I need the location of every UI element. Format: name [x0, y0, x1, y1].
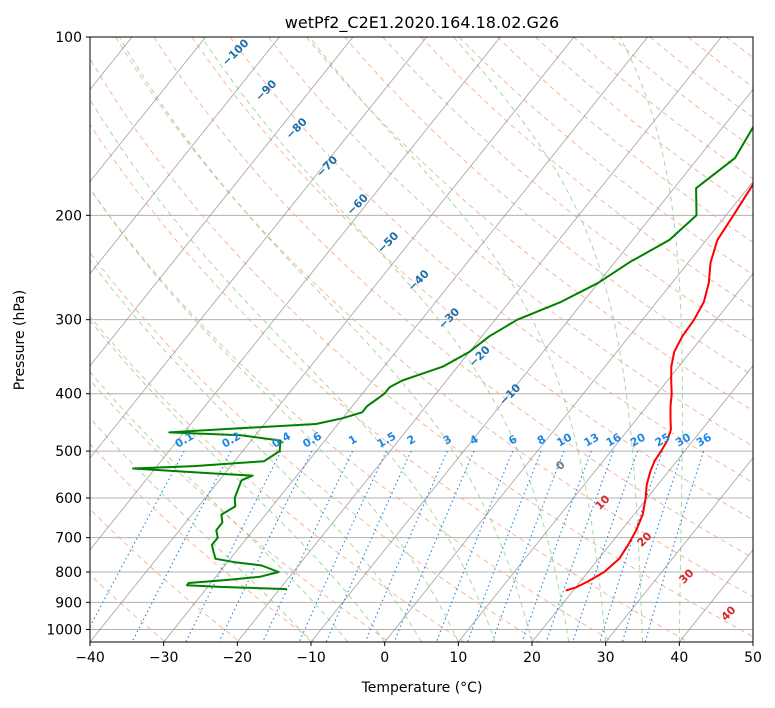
isotherm-line: [458, 273, 753, 642]
y-tick-label: 300: [55, 313, 82, 329]
isotherm-line: [90, 37, 206, 183]
mixing-ratio-line: [644, 450, 705, 642]
x-axis-ticks: −40 −30 −20 −10 0 10 20 30 40 50: [75, 642, 762, 666]
dry-adiabat-line: [344, 37, 753, 377]
isotherm-line: [384, 180, 753, 642]
y-tick-label: 500: [55, 444, 82, 460]
x-tick-label: 10: [449, 650, 467, 666]
dry-adiabat-line: [90, 379, 390, 642]
x-tick-label: −20: [223, 650, 253, 666]
dry-adiabat-line: [90, 188, 614, 642]
dry-adiabat-line: [90, 57, 753, 638]
x-tick-label: 50: [744, 650, 762, 666]
moist-adiabat-line: [90, 187, 459, 642]
mixing-ratio-lines: [90, 450, 705, 642]
dry-adiabat-line: [420, 37, 753, 309]
profile-series: [132, 125, 753, 592]
dry-adiabat-line: [90, 315, 465, 642]
x-tick-label: 30: [597, 650, 615, 666]
y-tick-label: 700: [55, 531, 82, 547]
isotherm-line: [310, 88, 753, 642]
chart-title: wetPf2_C2E1.2020.164.18.02.G26: [285, 13, 559, 33]
y-tick-label: 600: [55, 491, 82, 507]
temperature-profile-line: [565, 182, 753, 592]
dry-adiabat-line: [90, 123, 689, 642]
mixing-ratio-line: [90, 450, 185, 628]
dry-adiabats: [90, 37, 753, 642]
y-tick-label: 900: [55, 595, 82, 611]
mixing-ratio-line: [185, 450, 282, 642]
mixing-ratio-line: [262, 450, 353, 642]
isotherm-line: [605, 457, 753, 642]
isotherm-line: [90, 37, 501, 551]
dewpoint-profile-line: [132, 125, 753, 591]
moist-adiabat-line: [309, 37, 607, 642]
isotherm-line: [90, 37, 280, 275]
y-tick-label: 100: [55, 30, 82, 46]
mixing-ratio-line: [435, 450, 514, 642]
x-tick-label: −10: [296, 650, 326, 666]
moist-adiabats: [90, 37, 683, 642]
mixing-ratio-line: [393, 450, 475, 642]
dry-adiabat-line: [267, 37, 753, 447]
moist-adiabat-line: [90, 371, 349, 642]
moist-adiabat-line: [90, 319, 386, 642]
x-tick-label: 0: [380, 650, 389, 666]
x-axis-label: Temperature (°C): [361, 680, 483, 696]
moist-adiabat-line: [118, 37, 533, 642]
y-tick-label: 800: [55, 565, 82, 581]
mixing-ratio-line: [491, 450, 565, 642]
moist-adiabat-line: [90, 259, 422, 642]
x-tick-label: 40: [670, 650, 688, 666]
x-tick-label: 20: [523, 650, 541, 666]
isotherm-line: [90, 37, 575, 642]
x-tick-label: −40: [75, 650, 105, 666]
isotherm-line: [163, 37, 648, 642]
moist-adiabat-line: [453, 37, 643, 642]
x-tick-label: −30: [149, 650, 179, 666]
isotherm-line: [531, 365, 753, 642]
mixing-ratio-line: [621, 450, 684, 642]
y-tick-label: 200: [55, 208, 82, 224]
plot-frame: [89, 36, 754, 643]
dry-adiabat-line: [90, 252, 540, 642]
mixing-ratio-line: [131, 450, 232, 642]
y-axis-label: Pressure (hPa): [12, 290, 28, 390]
moist-adiabat-line: [619, 37, 683, 642]
y-tick-label: 400: [55, 387, 82, 403]
isotherms: [90, 37, 753, 642]
isotherm-line: [237, 37, 722, 642]
mixing-ratio-line: [521, 450, 592, 642]
moist-adiabat-line: [90, 98, 496, 642]
isotherm-line: [90, 37, 354, 367]
y-tick-label: 1000: [46, 622, 82, 638]
isotherm-line: [90, 37, 427, 459]
dry-adiabat-line: [382, 37, 753, 343]
mixing-ratio-line: [572, 450, 639, 642]
y-axis-ticks: 100 200 300 400 500 600 700 800 900 1000: [46, 30, 90, 638]
mixing-ratio-line: [599, 450, 663, 642]
dry-adiabat-line: [306, 37, 753, 412]
mixing-ratio-line: [545, 450, 614, 642]
